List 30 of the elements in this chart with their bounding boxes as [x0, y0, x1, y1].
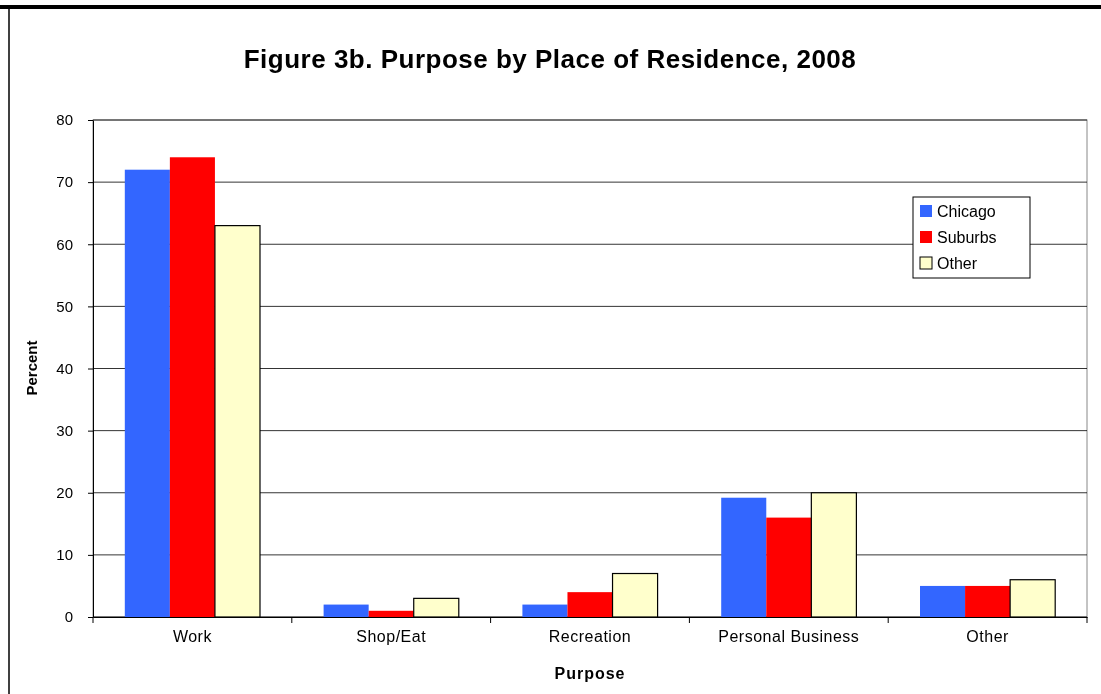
- y-tick-label: 50: [56, 297, 73, 315]
- bar: [721, 497, 767, 617]
- legend-label: Chicago: [937, 203, 996, 220]
- bar: [323, 604, 369, 617]
- y-tick-label: 30: [56, 421, 73, 439]
- bar: [522, 604, 568, 617]
- y-axis-title: Percent: [23, 340, 40, 396]
- y-tick-label: 0: [64, 608, 73, 626]
- bar: [368, 610, 414, 617]
- x-tick-label: Other: [966, 628, 1010, 645]
- y-tick-label: 20: [56, 484, 73, 502]
- bar: [169, 157, 215, 617]
- chart-title: Figure 3b. Purpose by Place of Residence, 2008: [243, 44, 857, 74]
- bar: [124, 169, 170, 617]
- x-tick-label: Shop/Eat: [356, 628, 427, 645]
- x-tick-label: Recreation: [548, 628, 632, 645]
- y-tick-label: 70: [56, 173, 73, 191]
- y-tick-label: 80: [56, 111, 73, 129]
- x-tick-label: Personal Business: [718, 628, 860, 645]
- y-tick-label: 40: [56, 359, 73, 377]
- y-tick-label: 10: [56, 546, 73, 564]
- x-tick-label: Work: [172, 628, 213, 645]
- y-tick-label: 60: [56, 235, 73, 253]
- legend-label: Suburbs: [937, 229, 997, 246]
- bar: [965, 585, 1011, 617]
- x-axis-title: Purpose: [554, 665, 626, 682]
- bar: [920, 585, 966, 617]
- bar: [766, 517, 812, 617]
- bar: [567, 592, 613, 617]
- legend-label: Other: [937, 255, 978, 272]
